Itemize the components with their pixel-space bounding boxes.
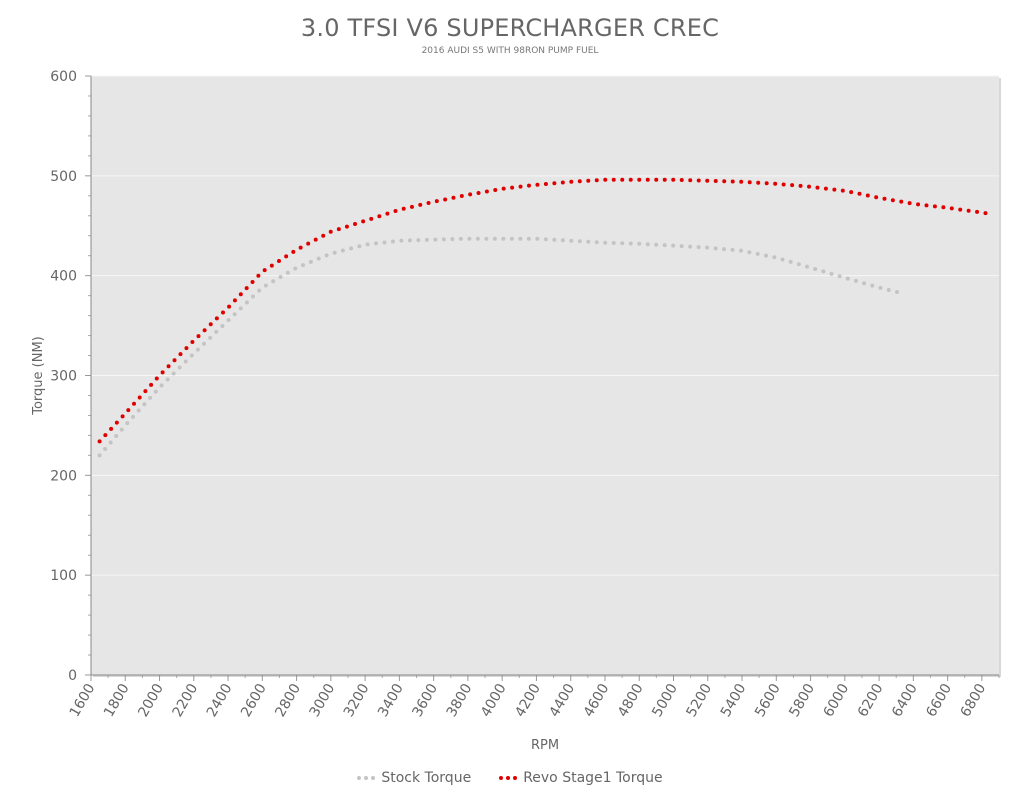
y-tick-label-600: 600	[50, 69, 77, 85]
x-tick-label-5200: 5200	[684, 681, 716, 720]
y-tick-label-500: 500	[50, 169, 77, 185]
legend-item-revo[interactable]: Revo Stage1 Torque	[499, 770, 663, 786]
x-tick-label-6200: 6200	[855, 681, 887, 720]
chart-legend: Stock Torque Revo Stage1 Torque	[0, 770, 1020, 786]
y-tick-label-200: 200	[50, 468, 77, 484]
x-tick-label-4400: 4400	[546, 681, 578, 720]
chart-title: 3.0 TFSI V6 SUPERCHARGER CREC	[300, 14, 720, 42]
x-tick-label-2200: 2200	[170, 681, 202, 720]
x-tick-label-2600: 2600	[238, 681, 270, 720]
x-tick-label-3400: 3400	[375, 681, 407, 720]
legend-item-stock[interactable]: Stock Torque	[357, 770, 471, 786]
series-0	[97, 236, 902, 458]
chart-subtitle: 2016 AUDI S5 WITH 98RON PUMP FUEL	[421, 46, 599, 56]
x-tick-label-6600: 6600	[923, 681, 955, 720]
y-tick-label-400: 400	[50, 269, 77, 285]
x-tick-label-4200: 4200	[512, 681, 544, 720]
x-tick-label-1800: 1800	[101, 681, 133, 720]
legend-label-revo: Revo Stage1 Torque	[523, 770, 663, 786]
x-tick-label-3600: 3600	[409, 681, 441, 720]
x-tick-label-2800: 2800	[272, 681, 304, 720]
x-tick-label-2400: 2400	[204, 681, 236, 720]
x-tick-label-5600: 5600	[752, 681, 784, 720]
x-tick-label-4600: 4600	[581, 681, 613, 720]
x-tick-label-3200: 3200	[341, 681, 373, 720]
legend-swatch-stock	[357, 776, 376, 780]
legend-swatch-revo	[499, 776, 518, 780]
y-axis-title: Torque (NM)	[31, 336, 46, 416]
y-tick-label-100: 100	[50, 568, 77, 584]
x-tick-label-6400: 6400	[889, 681, 921, 720]
series-1	[97, 177, 993, 444]
y-tick-label-0: 0	[68, 668, 77, 684]
x-tick-label-5000: 5000	[649, 681, 681, 720]
x-tick-label-1600: 1600	[67, 681, 99, 720]
x-tick-label-5800: 5800	[786, 681, 818, 720]
x-tick-label-4800: 4800	[615, 681, 647, 720]
x-tick-label-6800: 6800	[958, 681, 990, 720]
x-tick-label-3000: 3000	[307, 681, 339, 720]
y-tick-label-300: 300	[50, 369, 77, 385]
legend-label-stock: Stock Torque	[381, 770, 472, 786]
x-tick-label-4000: 4000	[478, 681, 510, 720]
x-tick-label-2000: 2000	[135, 681, 167, 720]
x-tick-label-6000: 6000	[821, 681, 853, 720]
x-axis-title: RPM	[531, 738, 559, 753]
x-tick-label-5400: 5400	[718, 681, 750, 720]
x-tick-label-3800: 3800	[444, 681, 476, 720]
